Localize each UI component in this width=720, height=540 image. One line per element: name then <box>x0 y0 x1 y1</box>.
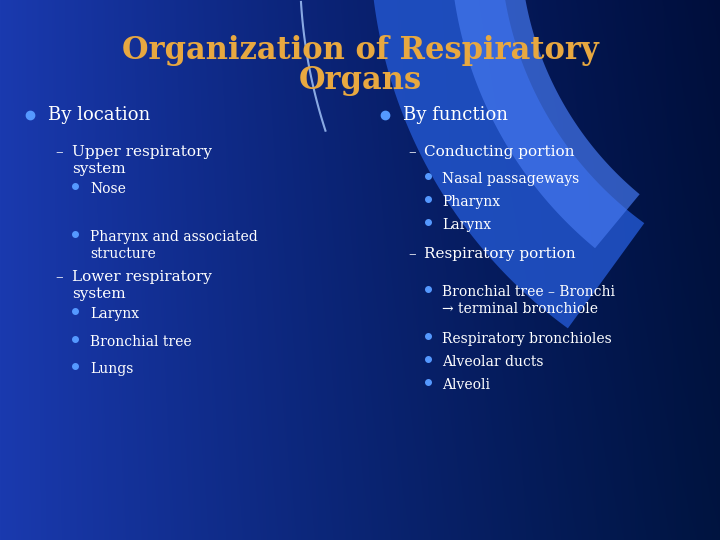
Text: Larynx: Larynx <box>442 218 491 232</box>
Text: By location: By location <box>48 106 150 124</box>
Text: Nose: Nose <box>90 182 126 196</box>
Text: Pharynx: Pharynx <box>442 195 500 209</box>
Text: –: – <box>408 247 415 261</box>
Text: Conducting portion: Conducting portion <box>424 145 575 159</box>
Text: Bronchial tree – Bronchi
→ terminal bronchiole: Bronchial tree – Bronchi → terminal bron… <box>442 285 615 316</box>
Text: –: – <box>408 145 415 159</box>
Text: –: – <box>55 270 63 284</box>
Text: Organs: Organs <box>298 64 422 96</box>
Text: Alveoli: Alveoli <box>442 378 490 392</box>
Text: Pharynx and associated
structure: Pharynx and associated structure <box>90 230 258 261</box>
Text: Larynx: Larynx <box>90 307 139 321</box>
Text: –: – <box>55 145 63 159</box>
Text: Nasal passageways: Nasal passageways <box>442 172 580 186</box>
Polygon shape <box>450 0 720 248</box>
Text: By function: By function <box>403 106 508 124</box>
Text: Bronchial tree: Bronchial tree <box>90 335 192 349</box>
Text: Alveolar ducts: Alveolar ducts <box>442 355 544 369</box>
Text: Lungs: Lungs <box>90 362 133 376</box>
Text: Respiratory bronchioles: Respiratory bronchioles <box>442 332 612 346</box>
Polygon shape <box>370 0 720 328</box>
Text: Organization of Respiratory: Organization of Respiratory <box>122 35 598 65</box>
Text: Respiratory portion: Respiratory portion <box>424 247 575 261</box>
Text: Lower respiratory
system: Lower respiratory system <box>72 270 212 301</box>
Text: Upper respiratory
system: Upper respiratory system <box>72 145 212 176</box>
